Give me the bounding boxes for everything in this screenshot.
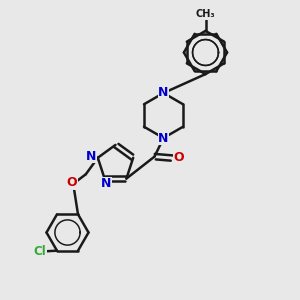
Text: Cl: Cl bbox=[33, 245, 46, 258]
Text: O: O bbox=[173, 151, 184, 164]
Text: N: N bbox=[101, 177, 111, 190]
Text: N: N bbox=[86, 150, 96, 163]
Text: CH₃: CH₃ bbox=[196, 9, 215, 20]
Text: N: N bbox=[158, 86, 169, 100]
Text: N: N bbox=[158, 131, 169, 145]
Text: O: O bbox=[67, 176, 77, 189]
